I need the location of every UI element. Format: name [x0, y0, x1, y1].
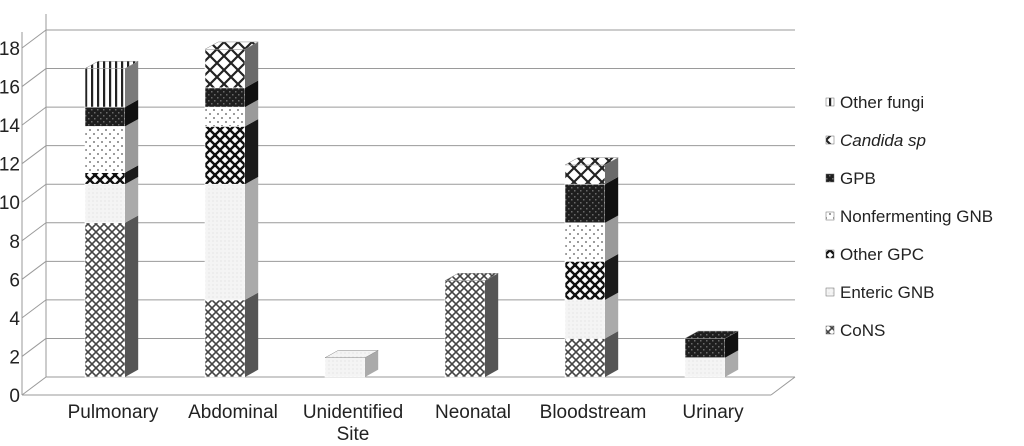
legend-label: GPB [840, 169, 876, 188]
gridline-depth [21, 299, 47, 319]
y-tick-label: 12 [0, 155, 20, 176]
legend-swatch [825, 135, 835, 145]
gridline-depth [21, 260, 47, 280]
bar-segment [564, 254, 619, 301]
bar-segment [84, 61, 139, 108]
legend-item: Other GPC [825, 245, 924, 264]
x-tick-label: Pulmonary [68, 402, 159, 423]
bar-segment [204, 292, 259, 378]
bar-segment [84, 119, 139, 173]
bar-segment [564, 157, 619, 185]
y-tick-label: 18 [0, 39, 20, 60]
y-tick-label: 0 [9, 386, 20, 407]
legend-swatch [825, 97, 835, 107]
gridline-depth [21, 338, 47, 357]
y-tick-label: 16 [0, 78, 20, 99]
gridline-depth [21, 376, 47, 396]
bar-top [204, 41, 260, 50]
bar-segment [204, 80, 259, 108]
y-tick-label: 6 [9, 270, 20, 291]
gridline-depth [21, 183, 47, 203]
y-tick-label: 4 [9, 309, 20, 330]
x-tick-label: Bloodstream [540, 402, 647, 423]
legend-item: CoNS [825, 321, 885, 340]
legend-item: Other fungi [825, 93, 924, 112]
bar-top [84, 60, 140, 69]
bar-segment [564, 215, 619, 262]
bar-segment [204, 176, 259, 301]
x-tick-label: Site [337, 424, 370, 445]
bar-segment [324, 350, 379, 378]
bar-segment [204, 99, 259, 127]
x-tick-label: Abdominal [188, 402, 278, 423]
bar-top [684, 330, 740, 339]
legend-label: Other GPC [840, 245, 924, 264]
x-tick-label: Unidentified [303, 402, 403, 423]
y-tick-label: 8 [9, 232, 20, 253]
legend-item: Nonfermenting GNB [825, 207, 993, 226]
bar-segment [204, 41, 259, 89]
bar-segment [444, 273, 499, 378]
legend-item: Enteric GNB [825, 283, 934, 302]
legend-swatch [825, 325, 835, 335]
y-tick-label: 2 [9, 347, 20, 368]
gridline-depth [21, 145, 47, 165]
bar-segment [684, 350, 739, 378]
gridline-depth [21, 106, 47, 126]
bar-top [564, 157, 620, 166]
bar-segment [564, 292, 619, 339]
bar-top [324, 350, 380, 358]
legend-label: Candida sp [840, 131, 926, 150]
gridline-depth [21, 222, 47, 242]
bar-segment [204, 119, 259, 185]
legend-item: Candida sp [825, 131, 926, 150]
legend-label: CoNS [840, 321, 885, 340]
x-tick-label: Neonatal [435, 402, 511, 423]
legend-swatch [825, 173, 835, 183]
bar-segment [84, 99, 139, 127]
y-tick-label: 10 [0, 193, 20, 214]
gridline-depth [21, 29, 47, 49]
gridline-depth [21, 68, 47, 87]
legend-swatch [825, 249, 835, 259]
floor-edge [770, 376, 796, 396]
legend-item: GPB [825, 169, 876, 188]
bar-segment [84, 176, 139, 224]
legend-label: Other fungi [840, 93, 924, 112]
legend-swatch [825, 287, 835, 297]
y-tick-label: 14 [0, 116, 20, 137]
legend-swatch [825, 211, 835, 221]
bar-segment [564, 331, 619, 378]
legend-label: Enteric GNB [840, 283, 934, 302]
bar-segment [84, 215, 139, 378]
legend-label: Nonfermenting GNB [840, 207, 993, 226]
bar-segment [564, 176, 619, 224]
x-tick-label: Urinary [682, 402, 744, 423]
bar-segment [684, 331, 739, 359]
bar-top [444, 273, 500, 281]
